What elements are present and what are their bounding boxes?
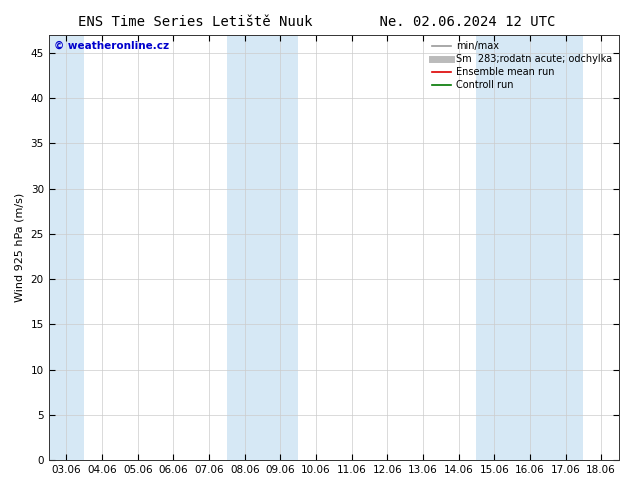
Bar [512, 35, 548, 460]
Bar [548, 35, 583, 460]
Bar [262, 35, 298, 460]
Legend: min/max, Sm  283;rodatn acute; odchylka, Ensemble mean run, Controll run: min/max, Sm 283;rodatn acute; odchylka, … [428, 38, 616, 94]
Text: ENS Time Series Letiště Nuuk        Ne. 02.06.2024 12 UTC: ENS Time Series Letiště Nuuk Ne. 02.06.2… [79, 15, 555, 29]
Y-axis label: Wind 925 hPa (m/s): Wind 925 hPa (m/s) [15, 193, 25, 302]
Bar [476, 35, 512, 460]
Bar [49, 35, 84, 460]
Bar [227, 35, 262, 460]
Text: © weatheronline.cz: © weatheronline.cz [55, 41, 169, 51]
